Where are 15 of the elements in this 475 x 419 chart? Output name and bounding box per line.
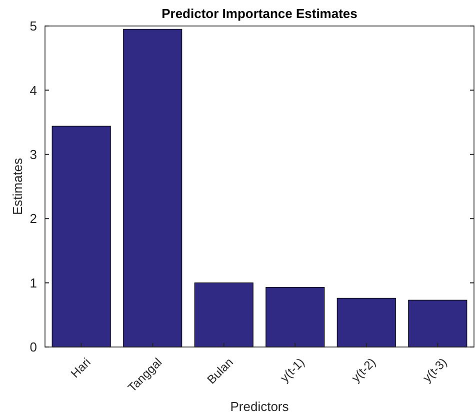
y-tick-label: 4	[30, 82, 37, 98]
bar	[194, 282, 254, 348]
bar	[52, 126, 111, 348]
bar	[266, 286, 325, 348]
y-tick-label: 3	[30, 146, 37, 162]
bar	[408, 300, 468, 348]
chart-title: Predictor Importance Estimates	[162, 6, 358, 21]
y-tick-label: 0	[30, 340, 37, 355]
y-tick-label: 1	[30, 275, 37, 290]
y-axis-title: Estimates	[10, 157, 25, 216]
y-tick-label: 5	[30, 18, 37, 34]
bar	[336, 298, 396, 348]
y-tick-label: 2	[30, 211, 37, 226]
x-axis-title: Predictors	[230, 399, 290, 414]
bar	[123, 28, 182, 348]
